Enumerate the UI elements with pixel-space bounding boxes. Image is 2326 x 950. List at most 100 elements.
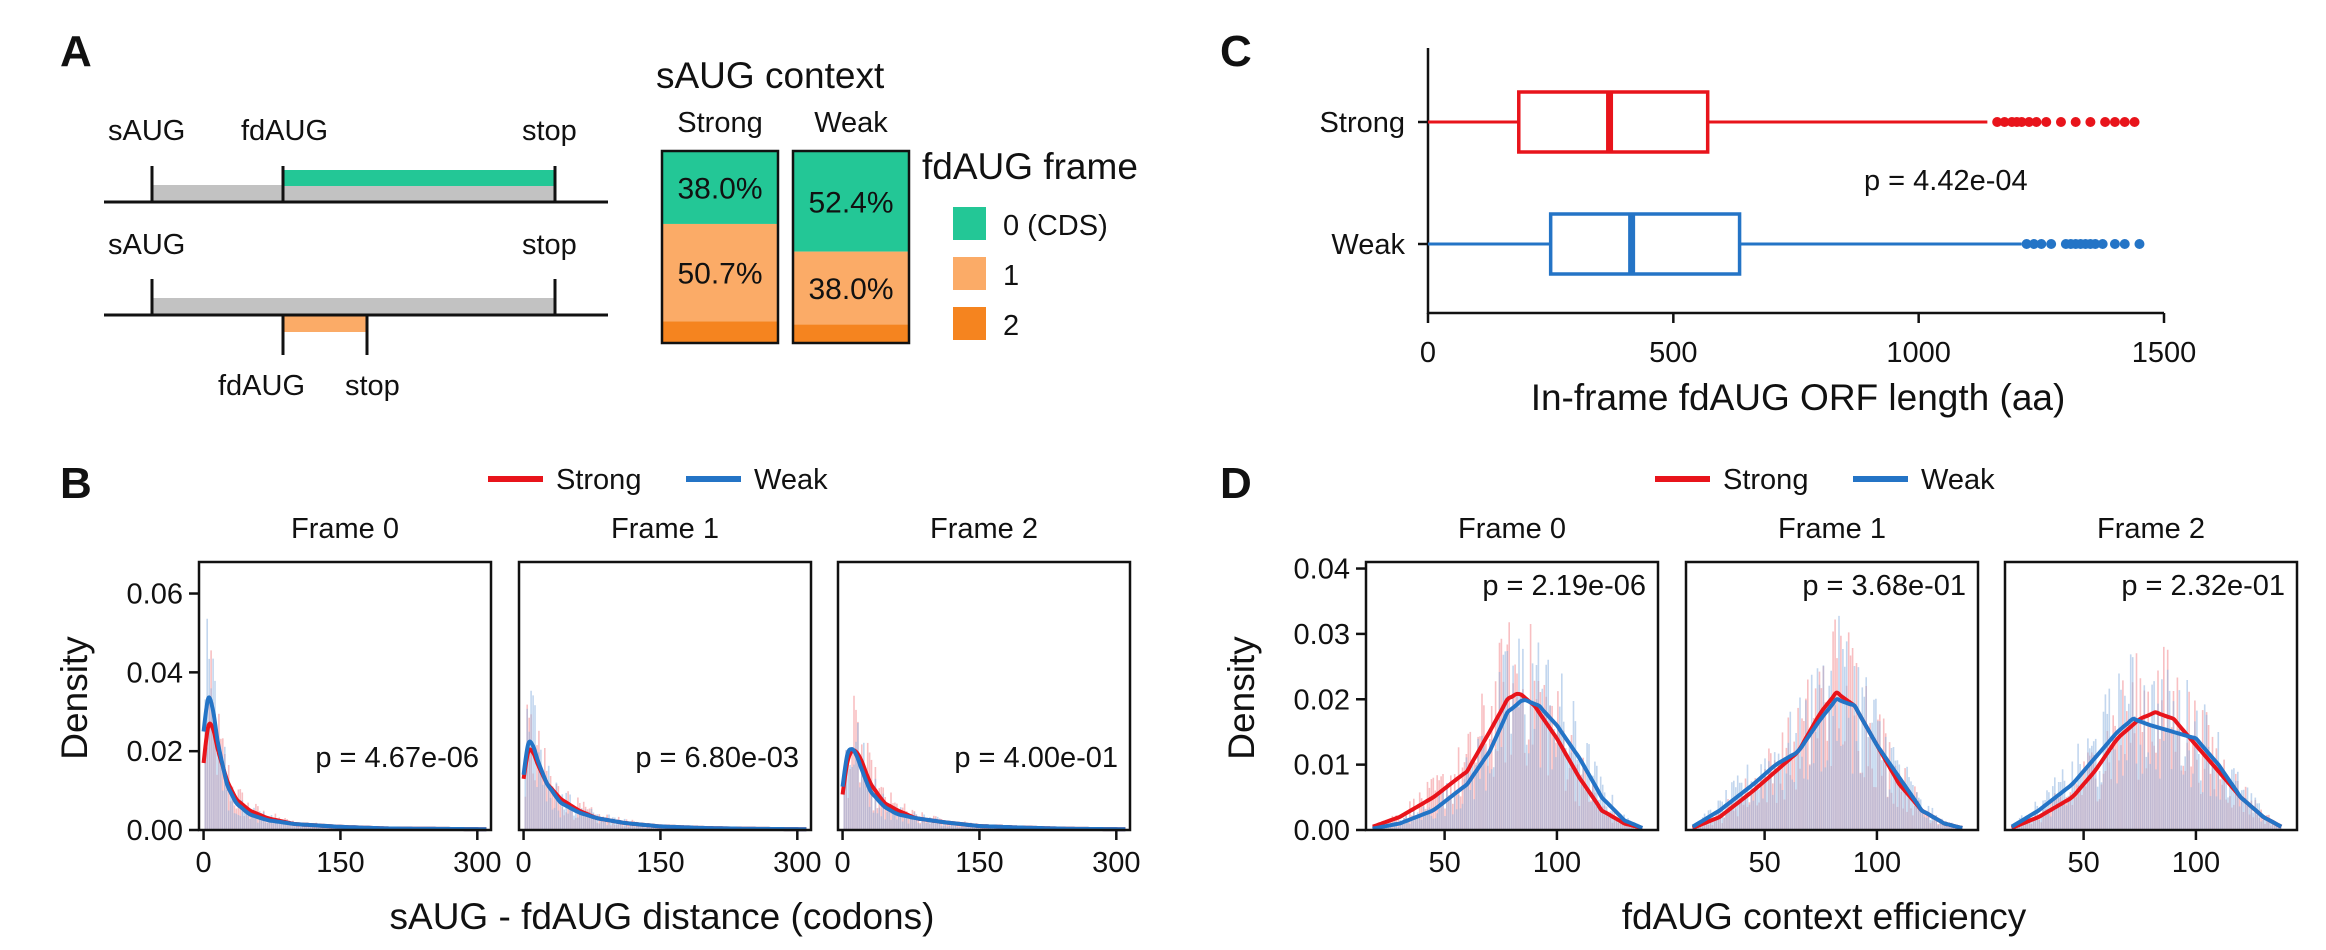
x-tick-label: 100 <box>1853 847 1901 879</box>
stack-segment-label: 52.4% <box>808 186 893 219</box>
box-outlier <box>2100 117 2111 127</box>
box-outlier <box>2119 117 2130 127</box>
y-tick-label: 0.04 <box>1294 554 1350 586</box>
y-tick-label: 0.00 <box>1294 815 1350 847</box>
stop-label: stop <box>522 115 577 147</box>
x-tick-label: 0 <box>834 847 850 879</box>
facet-pvalue: p = 2.19e-06 <box>1482 570 1646 602</box>
density-curve-strong <box>1372 691 1643 830</box>
stack-segment-frame1 <box>793 251 909 325</box>
x-tick-label: 300 <box>1092 847 1140 879</box>
legend-label-weak: Weak <box>754 464 828 496</box>
stacked-bar-chart: Strong 38.0% 50.7% Weak 52.4% 38.0% <box>660 107 911 345</box>
density-curve-weak <box>1372 698 1644 831</box>
y-tick-label: Weak <box>1331 229 1405 261</box>
facet-0: Frame 0 p = 4.67e-06 0 150 300 0.00 0.02 0.04 0.… <box>127 513 502 879</box>
stack-bar-outline <box>660 149 780 345</box>
panel-d-letter: D <box>1220 459 1252 508</box>
saug-label: sAUG <box>108 229 185 261</box>
box-outlier <box>2085 117 2096 127</box>
fdaug-frame1-orf-bar <box>283 316 367 332</box>
density-curve-weak <box>1691 697 1963 830</box>
panel-a-letter: A <box>60 27 92 76</box>
x-tick-label: 50 <box>2067 847 2099 879</box>
stack-segment-label: 38.0% <box>808 273 893 306</box>
saug-orf-bar <box>152 298 555 314</box>
stack-segment-label: 38.0% <box>677 172 762 205</box>
facet-0: Frame 0 p = 2.19e-06 50 100 0.00 0.01 0.02 0.03… <box>1294 513 1660 879</box>
boxplot-xlabel: In-frame fdAUG ORF length (aa) <box>1531 377 2066 418</box>
stack-category-label: Weak <box>814 107 888 139</box>
box-weak <box>1548 212 1742 276</box>
stack-category-label: Strong <box>677 107 762 139</box>
x-tick-label: 150 <box>636 847 684 879</box>
stack-segment-label: 50.7% <box>677 258 762 291</box>
facet-title: Frame 2 <box>930 513 1038 545</box>
box-outlier <box>2129 117 2140 127</box>
x-tick-label: 500 <box>1649 337 1697 369</box>
facet-pvalue: p = 6.80e-03 <box>635 742 799 774</box>
y-tick-label: 0.03 <box>1294 619 1350 651</box>
stack-segment-frame2 <box>662 321 778 343</box>
facet-frame <box>1684 560 1980 832</box>
stop-label: stop <box>522 229 577 261</box>
x-tick-label: 50 <box>1748 847 1780 879</box>
box-outlier <box>1992 117 2003 127</box>
legend-label-frame1: 1 <box>1003 260 1019 292</box>
box-strong <box>1517 90 1710 154</box>
facet-2: Frame 2 p = 4.00e-01 0 150 300 <box>834 513 1140 879</box>
facet-title: Frame 2 <box>2097 513 2205 545</box>
box-outlier <box>2046 239 2057 249</box>
density-curve-weak <box>2010 716 2283 829</box>
box-outlier <box>2134 239 2145 249</box>
y-tick-label: Strong <box>1320 107 1405 139</box>
stack-segment-frame1 <box>662 223 778 322</box>
x-tick-label: 300 <box>453 847 501 879</box>
x-tick-label: 0 <box>1420 337 1436 369</box>
legend-swatch-frame0 <box>953 207 986 240</box>
facet-frame <box>2003 560 2299 832</box>
box-outlier <box>2109 117 2120 127</box>
box-outlier <box>2031 117 2042 127</box>
legend-swatch-frame1 <box>953 257 986 290</box>
box-outlier <box>2041 117 2052 127</box>
y-tick-label: 0.06 <box>127 579 183 611</box>
box-outlier <box>2090 239 2101 249</box>
box-outlier <box>2070 117 2081 127</box>
frame-legend: 0 (CDS) 1 2 <box>953 207 1108 342</box>
facet-frame <box>836 560 1132 832</box>
panel-d-ylabel: Density <box>1221 636 1262 760</box>
boxplot-chart: 0 500 1000 1500 Strong Weak <box>1320 48 2197 369</box>
facet-2: Frame 2 p = 2.32e-01 50 100 <box>2003 513 2299 879</box>
fdaug-frame0-orf-bar <box>283 170 555 186</box>
panel-c-letter: C <box>1220 27 1252 76</box>
x-tick-label: 1500 <box>2132 337 2197 369</box>
stack-bar-outline <box>791 149 911 345</box>
y-tick-label: 0.01 <box>1294 750 1350 782</box>
stack-segment-frame2 <box>793 324 909 343</box>
facet-title: Frame 0 <box>291 513 399 545</box>
panel-d-xlabel: fdAUG context efficiency <box>1622 896 2027 937</box>
box-outlier <box>2024 117 2035 127</box>
legend-label-weak: Weak <box>1921 464 1995 496</box>
saug-label: sAUG <box>108 115 185 147</box>
legend-label-frame2: 2 <box>1003 310 1019 342</box>
legend-title: fdAUG frame <box>922 146 1138 187</box>
facet-pvalue: p = 4.00e-01 <box>954 742 1118 774</box>
panel-b-ylabel: Density <box>54 636 95 760</box>
x-tick-label: 150 <box>955 847 1003 879</box>
facet-title: Frame 0 <box>1458 513 1566 545</box>
facet-title: Frame 1 <box>611 513 719 545</box>
legend-label-strong: Strong <box>556 464 641 496</box>
legend-label-strong: Strong <box>1723 464 1808 496</box>
panel-b-xlabel: sAUG - fdAUG distance (codons) <box>390 896 935 937</box>
x-tick-label: 100 <box>2172 847 2220 879</box>
facet-1: Frame 1 p = 6.80e-03 0 150 300 <box>515 513 821 879</box>
schematic-in-frame: sAUG fdAUG stop <box>104 115 608 204</box>
distance-density-chart: Frame 0 p = 4.67e-06 0 150 300 0.00 0.02 0.04 0.… <box>127 513 1141 879</box>
stack-segment-frame0 <box>793 151 909 252</box>
box-outlier <box>2021 239 2032 249</box>
box-outlier <box>2119 239 2130 249</box>
box-outlier <box>2036 239 2047 249</box>
